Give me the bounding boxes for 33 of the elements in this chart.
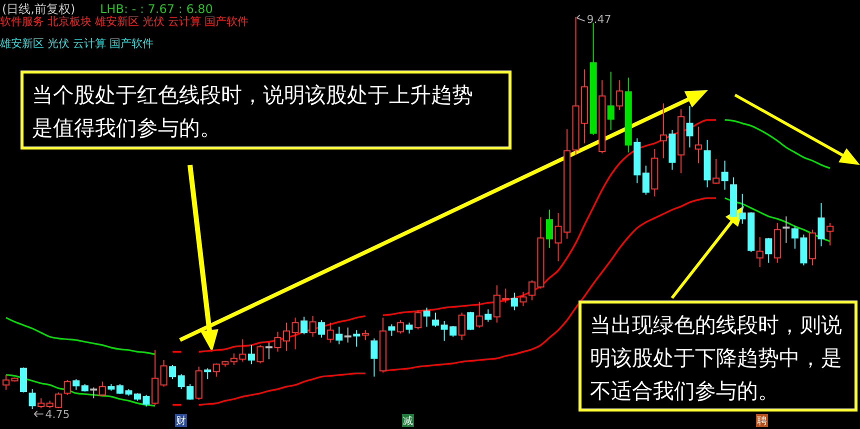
candlestick [353,330,360,348]
chart-subtitle: LHB: - : 7.67 : 6.80 [100,2,213,16]
text: 财 [176,415,186,427]
annotation: 雄安新区 光伏 云计算 国产软件 [0,37,154,50]
candlestick [826,222,834,246]
candlestick [677,108,684,174]
candlestick [326,322,334,344]
candlestick [704,139,711,188]
candlestick [362,330,369,341]
text: 减 [403,415,413,427]
candlestick [660,102,667,159]
candlestick [423,307,430,328]
candlestick [283,322,290,352]
candlestick [607,71,614,130]
candlestick [686,105,694,148]
candlestick [808,229,816,266]
annotation: 软件服务 北京板块 雄安新区 光伏 云计算 国产软件 [0,15,248,28]
chart-title: (日线,前复权) [2,2,76,16]
candlestick [695,126,702,164]
candlestick [818,202,825,247]
text: 聘 [757,415,767,427]
annotation: 9.47 [586,13,612,26]
candlestick [546,209,553,248]
candlestick [651,148,658,197]
candlestick [721,160,728,190]
candlestick [782,216,790,244]
candlestick [292,317,299,350]
annotation: 当出现绿色的线段时，则说明该股处于下降趋势中，是不适合我们参与的。 [590,313,842,403]
annotation: 4.75 [45,408,70,421]
candlestick [2,374,10,390]
candlestick [756,236,764,268]
candlestick [624,77,632,153]
annotation: 当个股处于红色线段时，说明该股处于上升趋势是值得我们参与的。 [32,83,473,140]
